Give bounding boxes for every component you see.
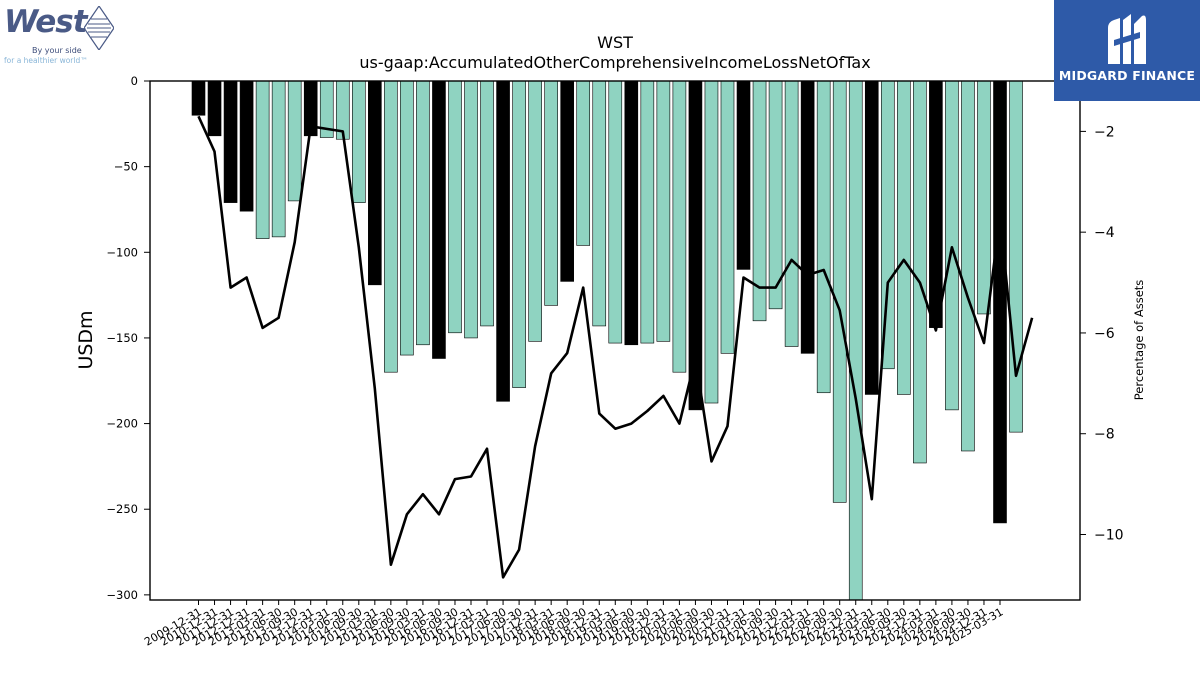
bar-38: [800, 80, 815, 354]
line-percentage-of-assets: [197, 115, 1034, 579]
y-tick-label-6: −300: [106, 588, 138, 602]
bar-36: [768, 80, 783, 310]
bar-18: [480, 80, 494, 327]
bar-37: [784, 80, 799, 347]
chart-subtitle: us-gaap:AccumulatedOtherComprehensiveInc…: [359, 53, 870, 72]
bar-44: [897, 80, 911, 395]
y-tick-label-3: −150: [106, 331, 138, 345]
x-axis: 2009-12-312010-12-312011-12-312012-12-31…: [142, 600, 1006, 649]
bar-25: [592, 80, 607, 327]
bar-14: [416, 80, 430, 346]
bar-0: [191, 80, 206, 116]
bar-40: [832, 80, 847, 503]
y2-tick-label-4: −10: [1094, 527, 1124, 543]
west-logo-tagline: By your side: [32, 46, 82, 55]
bar-19: [496, 80, 510, 402]
y-tick-label-2: −100: [106, 245, 138, 259]
bar-3: [239, 80, 254, 212]
line-group: [197, 115, 1034, 579]
bar-33: [720, 80, 735, 354]
bar-41: [848, 80, 863, 601]
bar-11: [368, 80, 382, 286]
bar-45: [913, 80, 927, 464]
bar-49: [977, 80, 991, 315]
bar-13: [400, 80, 414, 356]
y2-axis-label: Percentage of Assets: [1132, 280, 1146, 401]
y-tick-label-5: −250: [106, 502, 138, 516]
bar-20: [512, 80, 526, 388]
bar-50: [993, 80, 1007, 524]
bar-4: [255, 80, 270, 239]
bar-16: [448, 80, 462, 334]
y2-tick-label-0: −2: [1094, 124, 1115, 140]
y2-tick-label-3: −8: [1094, 427, 1115, 443]
y2-tick-label-2: −6: [1094, 326, 1115, 342]
bar-42: [864, 80, 879, 395]
bar-34: [736, 80, 751, 270]
y-axis-label: USDm: [75, 310, 97, 369]
midgard-emblem-icon: [1108, 14, 1146, 64]
bars-group: [191, 80, 1023, 601]
bar-28: [640, 80, 655, 344]
bar-1: [207, 80, 222, 137]
bar-46: [929, 80, 943, 328]
y-tick-label-1: −50: [114, 160, 138, 174]
bar-24: [576, 80, 591, 246]
bar-17: [464, 80, 478, 339]
bar-27: [624, 80, 639, 346]
bar-15: [432, 80, 446, 359]
bar-26: [608, 80, 623, 344]
y-tick-label-0: 0: [131, 74, 138, 88]
midgard-finance-logo: MIDGARD FINANCE: [1054, 0, 1200, 101]
chart-title: WST: [597, 33, 633, 52]
bar-32: [704, 80, 719, 404]
bar-10: [351, 80, 366, 203]
west-diamond-icon: [84, 6, 114, 50]
bar-21: [528, 80, 542, 342]
bar-29: [656, 80, 671, 342]
bar-39: [816, 80, 831, 394]
bar-5: [271, 80, 286, 238]
bar-6: [287, 80, 302, 202]
bar-43: [880, 80, 895, 370]
bar-30: [672, 80, 687, 373]
y-axis-right: −2 −4 −6 −8 −10: [1080, 124, 1124, 543]
west-logo-tagline-2: for a healthier world™: [4, 56, 88, 65]
bar-22: [544, 80, 558, 306]
bar-47: [945, 80, 959, 411]
bar-48: [961, 80, 975, 452]
bar-12: [384, 80, 398, 373]
y2-tick-label-1: −4: [1094, 225, 1115, 241]
west-logo: West By your side for a healthier world™: [4, 4, 116, 68]
bar-23: [560, 80, 574, 282]
y-tick-label-4: −200: [106, 417, 138, 431]
bar-51: [1009, 80, 1023, 433]
bar-2: [223, 80, 238, 203]
west-logo-word: West: [4, 4, 88, 40]
y-axis-left: 0 −50 −100 −150 −200 −250 −300: [106, 74, 150, 602]
midgard-finance-name: MIDGARD FINANCE: [1058, 68, 1196, 83]
